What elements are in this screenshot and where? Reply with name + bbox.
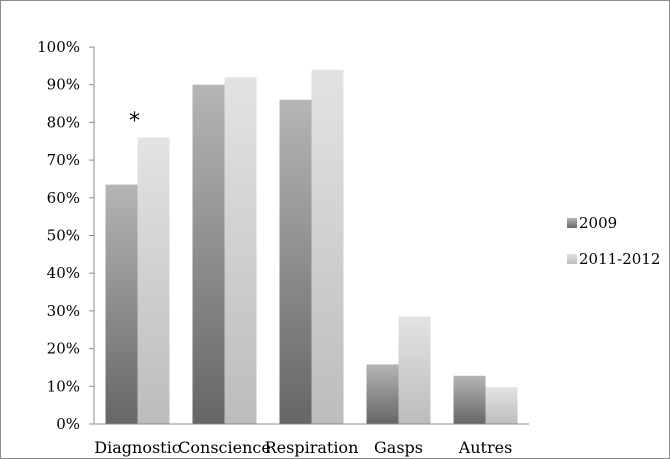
x-category-label: Conscience bbox=[178, 438, 271, 457]
bar-series2 bbox=[398, 316, 431, 424]
bar-series1 bbox=[279, 99, 312, 424]
y-tick-label: 70% bbox=[47, 151, 80, 169]
legend-swatch bbox=[567, 218, 577, 228]
y-tick-label: 30% bbox=[47, 302, 80, 320]
y-tick-label: 80% bbox=[47, 113, 80, 131]
x-category-label: Gasps bbox=[374, 438, 423, 457]
legend-label: 2009 bbox=[579, 214, 617, 232]
y-tick-label: 20% bbox=[47, 340, 80, 358]
y-tick-label: 10% bbox=[47, 377, 80, 395]
legend-swatch bbox=[567, 254, 577, 264]
legend-label: 2011-2012 bbox=[579, 250, 660, 268]
bar-series1 bbox=[366, 364, 399, 424]
bar-series2 bbox=[485, 387, 518, 424]
y-tick-label: 100% bbox=[37, 38, 80, 56]
bar-series2 bbox=[224, 77, 257, 424]
y-tick-label: 90% bbox=[47, 76, 80, 94]
bar-series2 bbox=[311, 69, 344, 425]
bar-series1 bbox=[105, 184, 138, 424]
x-category-label: Respiration bbox=[265, 438, 359, 457]
bar-series2 bbox=[137, 137, 170, 425]
y-tick-label: 0% bbox=[56, 415, 80, 433]
significance-asterisk: * bbox=[129, 109, 140, 134]
x-category-label: Diagnostic bbox=[94, 438, 180, 457]
y-tick-label: 50% bbox=[47, 227, 80, 245]
y-tick-label: 40% bbox=[47, 264, 80, 282]
y-tick-label: 60% bbox=[47, 189, 80, 207]
x-category-label: Autres bbox=[458, 438, 513, 457]
bar-series1 bbox=[192, 84, 225, 424]
bar-series1 bbox=[453, 375, 486, 424]
